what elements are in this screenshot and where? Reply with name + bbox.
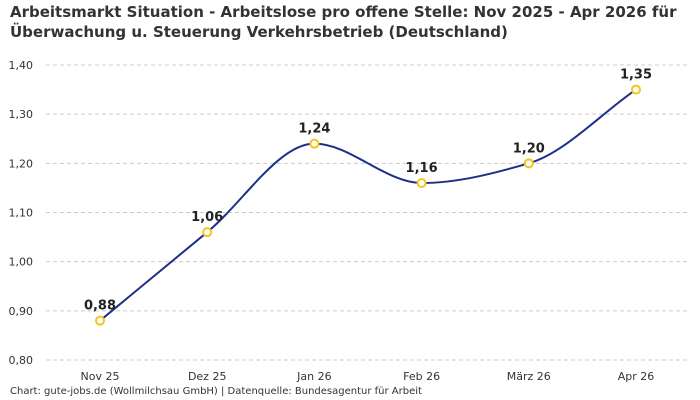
y-tick-label: 1,30: [9, 108, 34, 121]
data-label: 1,35: [620, 68, 652, 83]
data-label: 1,06: [191, 210, 223, 225]
x-tick-label: Dez 25: [188, 370, 227, 383]
chart-title-line-1: Arbeitsmarkt Situation - Arbeitslose pro…: [10, 3, 677, 21]
y-tick-label: 1,40: [9, 59, 34, 72]
data-point: [523, 158, 534, 169]
data-label: 1,24: [298, 122, 330, 137]
chart-title-line-2: Überwachung u. Steuerung Verkehrsbetrieb…: [10, 23, 508, 41]
x-tick-label: Feb 26: [403, 370, 440, 383]
chart-title: Arbeitsmarkt Situation - Arbeitslose pro…: [10, 2, 690, 42]
data-label: 1,16: [406, 161, 438, 176]
data-label: 0,88: [84, 299, 116, 314]
x-tick-label: Jan 26: [296, 370, 331, 383]
data-point: [631, 84, 641, 95]
y-tick-label: 1,20: [9, 157, 34, 170]
x-tick-label: Apr 26: [618, 370, 655, 383]
data-point: [202, 227, 213, 238]
series-line: [99, 88, 637, 322]
x-tick-label: Nov 25: [81, 370, 120, 383]
data-label: 1,20: [513, 141, 545, 156]
x-tick-label: März 26: [507, 370, 551, 383]
y-tick-label: 0,80: [9, 354, 34, 367]
y-tick-label: 1,10: [9, 207, 34, 220]
data-point: [95, 315, 105, 326]
y-tick-label: 0,90: [9, 305, 34, 318]
source-note: Chart: gute-jobs.de (Wollmilchsau GmbH) …: [10, 386, 422, 397]
data-point: [416, 178, 427, 188]
y-tick-label: 1,00: [9, 256, 34, 269]
data-point: [309, 138, 320, 149]
